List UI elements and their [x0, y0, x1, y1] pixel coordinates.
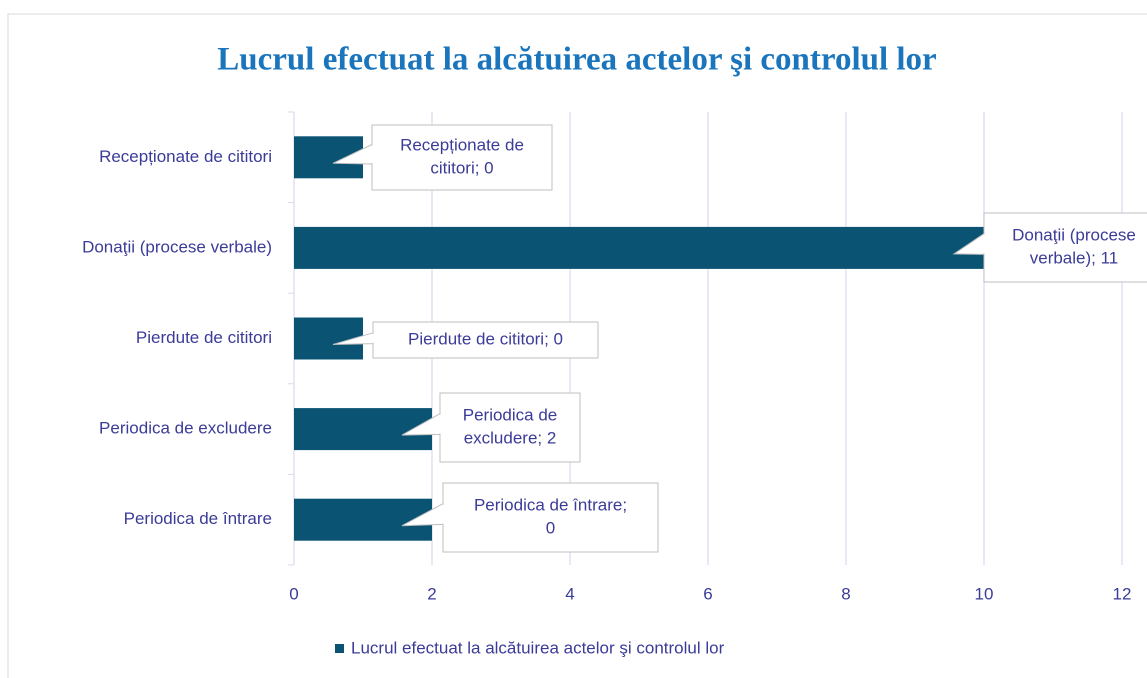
chart-frame	[7, 13, 1147, 678]
x-tick-label: 6	[703, 584, 712, 603]
y-tick-label: Donaţii (procese verbale)	[82, 237, 272, 256]
data-label: Periodica de	[463, 405, 558, 424]
data-label: Donaţii (procese	[1012, 225, 1136, 244]
bar	[294, 408, 432, 451]
x-tick-label: 12	[1113, 584, 1132, 603]
data-label: cititori; 0	[430, 158, 493, 177]
x-tick-label: 2	[427, 584, 436, 603]
callout-box	[372, 321, 599, 359]
data-label: Pierdute de cititori; 0	[408, 329, 563, 348]
bar	[294, 317, 363, 360]
y-tick-label: Recepționate de cititori	[99, 147, 272, 166]
chart-title: Lucrul efectuat la alcătuirea actelor şi…	[217, 42, 936, 78]
data-label: 0	[546, 518, 555, 537]
y-tick-label: Pierdute de cititori	[136, 328, 272, 347]
x-tick-label: 8	[841, 584, 850, 603]
data-label: Periodica de întrare;	[474, 495, 627, 514]
y-tick-label: Periodica de întrare	[124, 509, 272, 528]
data-label: excludere; 2	[464, 428, 557, 447]
legend-swatch	[335, 644, 344, 653]
x-tick-label: 4	[565, 584, 574, 603]
bar	[294, 498, 432, 541]
callout-box	[439, 392, 581, 463]
data-label: Recepționate de	[400, 135, 524, 154]
bar	[294, 226, 984, 269]
x-tick-label: 10	[975, 584, 994, 603]
data-label: verbale); 11	[1030, 248, 1119, 267]
x-tick-label: 0	[289, 584, 298, 603]
callout-box	[983, 212, 1147, 283]
y-tick-label: Periodica de excludere	[99, 419, 272, 438]
callout-box	[442, 482, 659, 553]
callout-box	[371, 124, 553, 191]
legend-label: Lucrul efectuat la alcătuirea actelor şi…	[351, 638, 725, 657]
